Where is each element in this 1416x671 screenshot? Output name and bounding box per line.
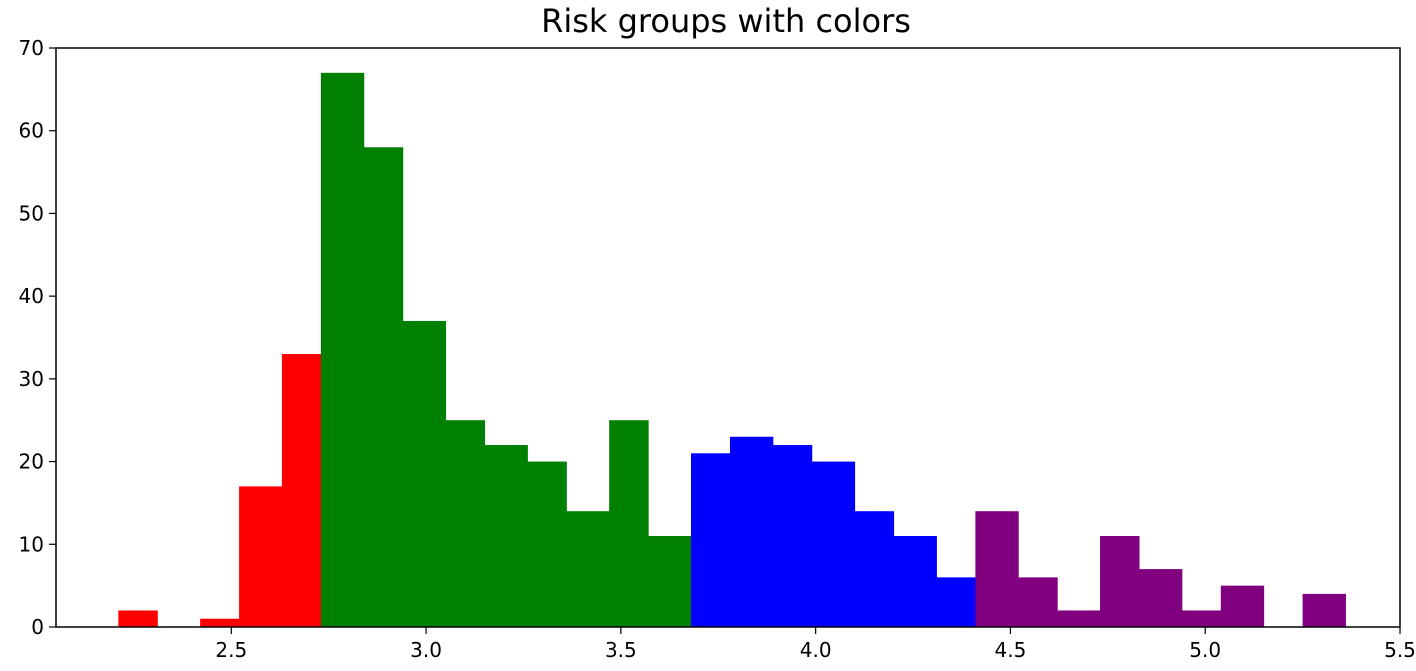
histogram-bar (648, 536, 692, 627)
chart-title: Risk groups with colors (541, 2, 911, 40)
y-tick-label: 10 (19, 532, 44, 556)
y-tick-label: 50 (19, 201, 44, 225)
y-axis: 0 10 20 30 40 50 60 70 (19, 36, 56, 639)
histogram-bar (893, 536, 937, 627)
histogram-bar (772, 445, 813, 627)
y-tick-label: 40 (19, 284, 44, 308)
histogram-bar (811, 461, 856, 627)
x-axis: 2.5 3.0 3.5 4.0 4.5 5.0 5.5 (215, 627, 1416, 662)
y-tick-label: 70 (19, 36, 44, 60)
histogram-bar (729, 436, 774, 627)
histogram-bar (1018, 577, 1058, 627)
histogram-bar (1302, 593, 1346, 627)
y-tick-label: 0 (31, 615, 44, 639)
histogram-bar (363, 147, 404, 627)
histogram-bar (1181, 610, 1222, 627)
histogram-bar (445, 420, 486, 627)
histogram-bar (402, 320, 447, 627)
histogram-bar (281, 354, 322, 627)
x-tick-label: 5.0 (1189, 638, 1221, 662)
x-tick-label: 5.5 (1384, 638, 1416, 662)
x-tick-label: 4.0 (800, 638, 832, 662)
plot-frame (55, 47, 1401, 628)
histogram-bar (1220, 585, 1265, 627)
y-tick-label: 60 (19, 119, 44, 143)
x-tick-label: 2.5 (215, 638, 247, 662)
histogram-bar (936, 577, 976, 627)
histogram-bar (1057, 610, 1101, 627)
histogram-bar (484, 445, 528, 627)
histogram-bar (1100, 536, 1140, 627)
y-tick-label: 20 (19, 450, 44, 474)
y-tick-label: 30 (19, 367, 44, 391)
histogram-bar (200, 618, 240, 627)
histogram-bar (566, 511, 610, 627)
histogram-bar (527, 461, 567, 627)
histogram-bar (239, 486, 283, 627)
x-tick-label: 4.5 (995, 638, 1027, 662)
histogram-bar (320, 72, 365, 628)
histogram-bar (975, 511, 1019, 627)
histogram-bar (118, 610, 158, 627)
bars-group (118, 72, 1346, 628)
histogram-bar (690, 453, 731, 627)
histogram-bar (854, 511, 895, 627)
histogram-bar (1138, 569, 1183, 627)
x-tick-label: 3.5 (605, 638, 637, 662)
x-tick-label: 3.0 (410, 638, 442, 662)
histogram-bar (609, 420, 649, 627)
